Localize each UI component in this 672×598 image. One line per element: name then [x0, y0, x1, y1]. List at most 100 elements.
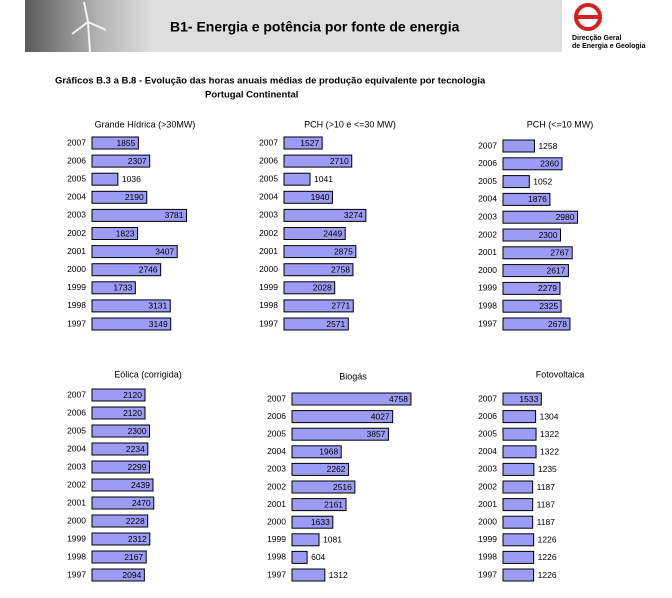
- y-tick-label: 2003: [478, 211, 497, 221]
- y-tick-label: 2003: [67, 210, 86, 220]
- data-label: 2167: [124, 552, 143, 562]
- y-tick-label: 2004: [67, 443, 86, 453]
- y-tick-label: 1998: [67, 300, 86, 310]
- y-tick-label: 2006: [67, 407, 86, 417]
- data-label: 1968: [319, 447, 338, 457]
- bar: [283, 227, 346, 240]
- y-tick-label: 2000: [67, 264, 86, 274]
- y-tick-label: 2000: [67, 515, 86, 525]
- y-tick-label: 2006: [259, 155, 278, 165]
- section-subtitle: Portugal Continental: [205, 90, 298, 101]
- bar: [502, 568, 535, 582]
- y-tick-label: 2001: [259, 246, 278, 256]
- data-label: 1258: [538, 141, 557, 151]
- y-tick-label: 1998: [67, 551, 86, 561]
- bar: [502, 192, 551, 206]
- turbine-icon: [71, 1, 107, 53]
- chart-title: Biogás: [339, 371, 367, 381]
- bar: [91, 514, 149, 528]
- data-label: 2771: [331, 301, 350, 311]
- bar: [502, 410, 537, 424]
- data-label: 2439: [131, 480, 150, 490]
- data-label: 604: [311, 552, 325, 562]
- data-label: 3274: [344, 210, 363, 220]
- bar: [91, 136, 139, 150]
- bar: [91, 299, 171, 313]
- bar: [283, 172, 311, 186]
- y-tick-label: 2004: [478, 446, 497, 456]
- data-label: 2190: [125, 192, 144, 202]
- bar: [283, 245, 357, 259]
- bar: [283, 299, 354, 313]
- chart-title: PCH (<=10 MW): [527, 119, 594, 129]
- y-tick-label: 2006: [67, 155, 86, 165]
- bar: [91, 245, 178, 259]
- y-tick-label: 2002: [67, 228, 86, 238]
- data-label: 2228: [126, 516, 145, 526]
- y-tick-label: 2007: [478, 140, 497, 150]
- bar: [283, 154, 353, 168]
- bar: [291, 568, 326, 582]
- bar: [91, 172, 119, 186]
- bar: [291, 480, 356, 494]
- bar: [502, 210, 578, 224]
- bar: [91, 388, 146, 402]
- data-label: 1304: [540, 411, 559, 421]
- bar: [502, 139, 535, 153]
- data-label: 1940: [311, 192, 330, 202]
- y-tick-label: 1998: [478, 552, 497, 562]
- data-label: 1187: [537, 499, 556, 509]
- bar: [91, 263, 162, 277]
- y-tick-label: 1997: [67, 569, 86, 579]
- y-tick-label: 2000: [478, 516, 497, 526]
- bar: [91, 496, 155, 510]
- data-label: 1876: [528, 194, 547, 204]
- y-tick-label: 2004: [267, 446, 286, 456]
- bar: [291, 392, 412, 406]
- data-label: 2307: [128, 156, 147, 166]
- data-label: 2300: [128, 426, 147, 436]
- y-tick-label: 2005: [478, 176, 497, 186]
- logo-text: de Energia e Geologia: [572, 43, 646, 50]
- y-tick-label: 2005: [259, 173, 278, 183]
- y-tick-label: 2002: [259, 228, 278, 238]
- bar: [91, 154, 151, 168]
- data-label: 2875: [334, 246, 353, 256]
- y-tick-label: 1999: [67, 533, 86, 543]
- data-label: 2758: [331, 264, 350, 274]
- y-tick-label: 1997: [478, 318, 497, 328]
- y-tick-label: 2004: [259, 192, 278, 202]
- y-tick-label: 2003: [259, 210, 278, 220]
- y-tick-label: 2007: [267, 393, 286, 403]
- bar: [502, 427, 537, 441]
- data-label: 1036: [122, 174, 141, 184]
- data-label: 2360: [540, 159, 559, 169]
- data-label: 1052: [533, 176, 552, 186]
- data-label: 1226: [538, 570, 557, 580]
- y-tick-label: 2002: [67, 479, 86, 489]
- data-label: 2449: [323, 228, 342, 238]
- data-label: 1226: [538, 552, 557, 562]
- bar: [291, 533, 320, 547]
- data-label: 3781: [165, 210, 184, 220]
- y-tick-label: 2001: [267, 499, 286, 509]
- bar: [502, 228, 561, 242]
- bar: [291, 462, 350, 476]
- y-tick-label: 2001: [478, 499, 497, 509]
- data-label: 1855: [116, 138, 135, 148]
- data-label: 1081: [323, 535, 342, 545]
- chart-title: PCH (>10 e <=30 MW): [304, 119, 396, 129]
- y-tick-label: 2001: [67, 246, 86, 256]
- bar: [502, 246, 573, 260]
- bar: [502, 281, 561, 295]
- data-label: 1633: [311, 517, 330, 527]
- y-tick-label: 2007: [259, 137, 278, 147]
- data-label: 1733: [113, 283, 132, 293]
- bar: [291, 550, 308, 564]
- y-tick-label: 2001: [478, 247, 497, 257]
- data-label: 2028: [313, 283, 332, 293]
- y-tick-label: 2001: [67, 497, 86, 507]
- bar: [91, 550, 147, 564]
- y-tick-label: 1998: [259, 300, 278, 310]
